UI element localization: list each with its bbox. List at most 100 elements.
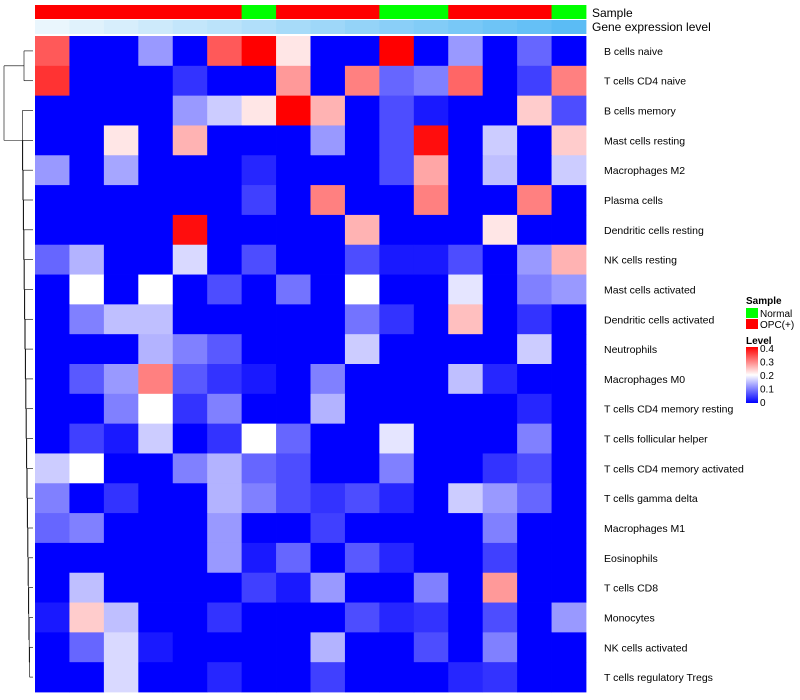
cell-t-cells-cd4-memory-resting-col-12 xyxy=(413,393,449,425)
cell-t-cells-cd4-memory-activated-col-16 xyxy=(551,453,587,484)
cell-mast-cells-activated-col-9 xyxy=(310,274,346,305)
cell-macrophages-m1-col-10 xyxy=(344,513,380,544)
cell-t-cells-regulatory-tregs-col-8 xyxy=(276,662,311,693)
cell-dendritic-cells-activated-col-8 xyxy=(276,304,311,335)
cell-dendritic-cells-activated-col-1 xyxy=(35,304,70,335)
cell-t-cells-cd4-memory-activated-col-7 xyxy=(241,453,277,484)
cell-plasma-cells-col-15 xyxy=(517,185,552,216)
expression-annotation-cell-7 xyxy=(241,20,277,34)
cell-t-cells-cd4-naive-col-14 xyxy=(482,65,518,97)
cell-macrophages-m1-col-4 xyxy=(138,513,174,544)
cell-macrophages-m0-col-11 xyxy=(379,364,415,395)
cell-t-cells-cd8-col-13 xyxy=(448,572,484,603)
cell-nk-cells-activated-col-12 xyxy=(413,632,449,663)
cell-t-cells-cd8-col-15 xyxy=(517,572,552,603)
row-label-nk-cells-activated: NK cells activated xyxy=(604,642,688,654)
cell-neutrophils-col-13 xyxy=(448,334,484,365)
legend-level-tick-4: 0 xyxy=(760,398,766,409)
cell-t-cells-gamma-delta-col-14 xyxy=(482,483,518,514)
cell-b-cells-memory-col-13 xyxy=(448,95,484,126)
cell-monocytes-col-12 xyxy=(413,602,449,633)
cell-eosinophils-col-12 xyxy=(413,542,449,574)
cell-mast-cells-activated-col-15 xyxy=(517,274,552,305)
expression-annotation-label: Gene expression level xyxy=(592,20,711,34)
cell-dendritic-cells-resting-col-5 xyxy=(172,214,208,246)
cell-t-cells-cd4-naive-col-8 xyxy=(276,65,311,97)
cell-t-cells-cd4-memory-activated-col-12 xyxy=(413,453,449,484)
cell-neutrophils-col-4 xyxy=(138,334,174,365)
cell-t-cells-regulatory-tregs-col-9 xyxy=(310,662,346,693)
cell-plasma-cells-col-5 xyxy=(172,185,208,216)
cell-macrophages-m0-col-12 xyxy=(413,364,449,395)
cell-nk-cells-activated-col-3 xyxy=(103,632,139,663)
cell-t-cells-cd4-naive-col-6 xyxy=(207,65,243,97)
cell-dendritic-cells-activated-col-5 xyxy=(172,304,208,335)
sample-annotation-cell-9 xyxy=(310,5,346,19)
cell-eosinophils-col-2 xyxy=(69,542,105,574)
row-label-monocytes: Monocytes xyxy=(604,612,655,624)
cell-t-cells-cd4-memory-activated-col-3 xyxy=(103,453,139,484)
row-label-dendritic-cells-resting: Dendritic cells resting xyxy=(604,225,704,237)
cell-eosinophils-col-16 xyxy=(551,542,587,574)
cell-macrophages-m1-col-16 xyxy=(551,513,587,544)
cell-b-cells-naive-col-13 xyxy=(448,36,484,67)
cell-mast-cells-activated-col-7 xyxy=(241,274,277,305)
row-label-mast-cells-resting: Mast cells resting xyxy=(604,135,685,147)
cell-b-cells-naive-col-9 xyxy=(310,36,346,67)
cell-macrophages-m2-col-10 xyxy=(344,155,380,186)
cell-b-cells-naive-col-10 xyxy=(344,36,380,67)
cell-t-cells-follicular-helper-col-12 xyxy=(413,423,449,454)
cell-neutrophils-col-5 xyxy=(172,334,208,365)
cell-plasma-cells-col-10 xyxy=(344,185,380,216)
cell-t-cells-follicular-helper-col-13 xyxy=(448,423,484,454)
cell-b-cells-memory-col-7 xyxy=(241,95,277,126)
cell-t-cells-cd4-memory-resting-col-16 xyxy=(551,393,587,425)
cell-macrophages-m2-col-2 xyxy=(69,155,105,186)
cell-t-cells-gamma-delta-col-1 xyxy=(35,483,70,514)
cell-dendritic-cells-resting-col-2 xyxy=(69,214,105,246)
cell-nk-cells-resting-col-4 xyxy=(138,244,174,275)
expression-annotation-cell-6 xyxy=(207,20,243,34)
cell-mast-cells-activated-col-3 xyxy=(103,274,139,305)
cell-eosinophils-col-11 xyxy=(379,542,415,574)
cell-eosinophils-col-3 xyxy=(103,542,139,574)
cell-b-cells-memory-col-16 xyxy=(551,95,587,126)
cell-t-cells-follicular-helper-col-5 xyxy=(172,423,208,454)
row-label-t-cells-gamma-delta: T cells gamma delta xyxy=(604,493,698,505)
sample-annotation-cell-6 xyxy=(207,5,243,19)
legend-level-tick-3: 0.1 xyxy=(760,385,774,396)
sample-annotation-label: Sample xyxy=(592,6,633,20)
cell-t-cells-regulatory-tregs-col-7 xyxy=(241,662,277,693)
cell-t-cells-regulatory-tregs-col-15 xyxy=(517,662,552,693)
cell-mast-cells-resting-col-14 xyxy=(482,125,518,156)
cell-t-cells-cd8-col-1 xyxy=(35,572,70,603)
row-label-b-cells-memory: B cells memory xyxy=(604,106,677,118)
cell-macrophages-m2-col-11 xyxy=(379,155,415,186)
cell-t-cells-cd8-col-14 xyxy=(482,572,518,603)
cell-t-cells-cd4-memory-activated-col-15 xyxy=(517,453,552,484)
cell-mast-cells-resting-col-6 xyxy=(207,125,243,156)
cell-mast-cells-resting-col-13 xyxy=(448,125,484,156)
cell-t-cells-cd4-memory-resting-col-3 xyxy=(103,393,139,425)
cell-b-cells-naive-col-2 xyxy=(69,36,105,67)
cell-t-cells-follicular-helper-col-7 xyxy=(241,423,277,454)
cell-b-cells-naive-col-16 xyxy=(551,36,587,67)
cell-nk-cells-resting-col-3 xyxy=(103,244,139,275)
cell-nk-cells-activated-col-1 xyxy=(35,632,70,663)
cell-plasma-cells-col-2 xyxy=(69,185,105,216)
legend-level-tick-2: 0.2 xyxy=(760,371,774,382)
cell-dendritic-cells-activated-col-16 xyxy=(551,304,587,335)
sample-annotation-cell-1 xyxy=(35,5,70,19)
legend-level-title: Level xyxy=(746,336,772,347)
cell-nk-cells-resting-col-14 xyxy=(482,244,518,275)
legend-level-tick-0: 0.4 xyxy=(760,344,774,355)
expression-annotation-cell-11 xyxy=(379,20,415,34)
cell-nk-cells-activated-col-16 xyxy=(551,632,587,663)
cell-t-cells-cd8-col-3 xyxy=(103,572,139,603)
cell-t-cells-regulatory-tregs-col-14 xyxy=(482,662,518,693)
cell-eosinophils-col-7 xyxy=(241,542,277,574)
expression-annotation-cell-9 xyxy=(310,20,346,34)
cell-mast-cells-resting-col-7 xyxy=(241,125,277,156)
cell-nk-cells-resting-col-9 xyxy=(310,244,346,275)
